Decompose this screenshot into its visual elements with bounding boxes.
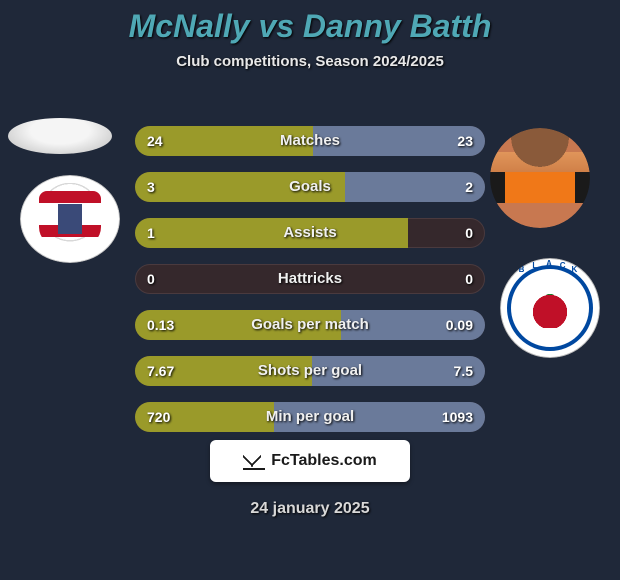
stats-chart: Matches2423Goals32Assists10Hattricks00Go… xyxy=(135,118,485,440)
bristol-city-crest-icon xyxy=(20,175,120,263)
stat-value-left: 7.67 xyxy=(147,356,174,386)
comparison-title: McNally vs Danny Batth xyxy=(0,0,620,45)
stat-row: Goals3 2 xyxy=(135,164,485,210)
stat-label: Hattricks xyxy=(135,264,485,294)
player2-club-crest: BLACK xyxy=(500,258,600,358)
stat-row: Min per goal720 1093 xyxy=(135,394,485,440)
stat-row: Hattricks0 0 xyxy=(135,256,485,302)
stat-value-left: 3 xyxy=(147,172,155,202)
player1-avatar-ellipse xyxy=(8,118,112,154)
stat-label: Shots per goal xyxy=(135,356,485,386)
stat-value-left: 0.13 xyxy=(147,310,174,340)
fctables-logo-icon xyxy=(243,452,265,470)
stat-value-left: 0 xyxy=(147,264,155,294)
site-name: FcTables.com xyxy=(271,452,377,470)
vs-separator: vs xyxy=(258,8,294,44)
stat-value-right: 0 xyxy=(465,264,473,294)
player2-photo-icon xyxy=(490,128,590,228)
stat-value-left: 720 xyxy=(147,402,170,432)
stat-value-right: 0 xyxy=(465,218,473,248)
stat-value-left: 1 xyxy=(147,218,155,248)
date-label: 24 january 2025 xyxy=(0,500,620,518)
stat-row: Shots per goal7.67 7.5 xyxy=(135,348,485,394)
stat-row: Matches24 23 xyxy=(135,118,485,164)
stat-label: Min per goal xyxy=(135,402,485,432)
stat-value-right: 0.09 xyxy=(446,310,473,340)
stat-value-left: 24 xyxy=(147,126,163,156)
player1-name: McNally xyxy=(129,8,250,44)
stat-label: Matches xyxy=(135,126,485,156)
stat-row: Assists1 0 xyxy=(135,210,485,256)
site-badge[interactable]: FcTables.com xyxy=(210,440,410,482)
stat-value-right: 7.5 xyxy=(454,356,473,386)
player2-avatar xyxy=(490,128,590,228)
player2-name: Danny Batth xyxy=(303,8,491,44)
blackburn-crest-text: BLACK xyxy=(501,259,599,357)
stat-value-right: 2 xyxy=(465,172,473,202)
stat-row: Goals per match0.13 0.09 xyxy=(135,302,485,348)
stat-label: Goals xyxy=(135,172,485,202)
stat-value-right: 23 xyxy=(457,126,473,156)
blackburn-rovers-crest-icon: BLACK xyxy=(500,258,600,358)
stat-value-right: 1093 xyxy=(442,402,473,432)
stat-label: Assists xyxy=(135,218,485,248)
stat-label: Goals per match xyxy=(135,310,485,340)
subtitle: Club competitions, Season 2024/2025 xyxy=(0,53,620,70)
player1-club-crest xyxy=(20,175,120,263)
